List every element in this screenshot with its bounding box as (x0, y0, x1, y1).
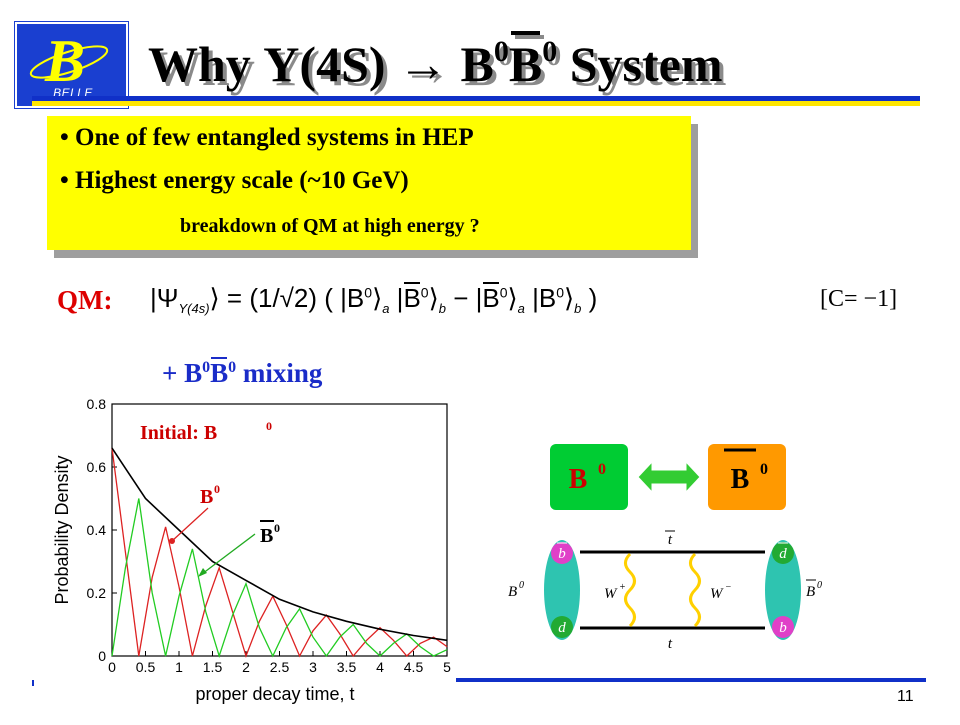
x-tick-label: 1 (175, 659, 183, 675)
bullet-entangled: • One of few entangled systems in HEP (60, 124, 474, 151)
bullet-energy-scale: • Highest energy scale (~10 GeV) (60, 167, 409, 194)
b0bar-curve-label-sup: 0 (274, 521, 280, 535)
x-tick-label: 0.5 (136, 659, 156, 675)
x-axis-label: proper decay time, t (195, 684, 354, 704)
qm-equation: |ΨΥ(4s)⟩ = (1/√2) ( |B0⟩a |B0⟩b − |B0⟩a … (150, 282, 598, 317)
title-rule-accent (32, 101, 920, 106)
b0-pointer-dot (169, 538, 175, 544)
quark-label-b-left: b (558, 546, 566, 562)
bullet-note: breakdown of QM at high energy ? (180, 215, 480, 237)
w-minus-label: W (710, 586, 724, 602)
oscillation-chart: 0 0.5 1 1.5 2 2.5 3 3.5 4 4.5 5 0 0.2 0.4 0.6 0.8 proper… (40, 386, 460, 720)
quark-label-d-left: d (558, 620, 566, 636)
title-rule (32, 96, 920, 101)
slide-title: Why Υ(4S) → B0B0 System Why Υ(4S) → B0B0… (130, 31, 930, 104)
right-meson-label: B (806, 584, 815, 600)
b0-box-sup: 0 (598, 461, 606, 478)
series-line-b0 (111, 448, 448, 658)
title-text: Why Υ(4S) → B0B0 System (148, 31, 723, 92)
qm-label: QM: (57, 285, 113, 315)
series-line-b0bar (111, 498, 448, 659)
chart-annotation: Initial: B (140, 422, 217, 444)
x-tick-label: 3.5 (337, 659, 357, 675)
footer-tick (32, 680, 34, 686)
belle-logo-graphic: B (29, 28, 109, 94)
y-tick-label: 0.8 (87, 396, 107, 412)
quark-d-left (551, 616, 573, 638)
plot-frame (111, 403, 448, 657)
box-diagram: B 0 B 0 b d d b B 0 B 0 (490, 430, 890, 660)
x-tick-label: 0 (108, 659, 116, 675)
left-meson-blob (544, 540, 580, 640)
quark-b-right (772, 616, 794, 638)
svg-text:0: 0 (817, 580, 822, 591)
svg-text:−: − (725, 582, 732, 593)
w-plus-label: W (604, 586, 618, 602)
bottom-quark-label: t (668, 636, 673, 652)
title-shadow: Why Υ(4S) → B0B0 System (152, 35, 727, 96)
top-quark-label: t (668, 532, 673, 548)
quark-d-right (772, 542, 794, 564)
mixing-double-arrow (637, 460, 701, 494)
bullet-box (47, 116, 691, 250)
x-tick-label: 4 (376, 659, 384, 675)
w-minus-wiggle (689, 552, 701, 628)
right-meson-blob (765, 540, 801, 640)
x-tick-label: 2.5 (270, 659, 290, 675)
y-axis-label: Probability Density (52, 455, 72, 604)
quark-label-d-right: d (779, 546, 787, 562)
box-diagram-svg: B 0 B 0 b d d b B 0 B 0 (508, 444, 822, 652)
oscillation-chart-svg: 0 0.5 1 1.5 2 2.5 3 3.5 4 4.5 5 0 0.2 0.4 0.6 0.8 proper… (52, 396, 451, 704)
footer-rule (456, 678, 926, 682)
y-tick-label: 0.6 (87, 459, 107, 475)
left-meson-label: B (508, 584, 517, 600)
b0bar-box-label: B (731, 464, 750, 495)
b0-curve-label: B (200, 486, 213, 508)
logo-letter: B (44, 28, 85, 94)
series-line-envelope (111, 447, 448, 642)
b0bar-curve-label: B (260, 525, 273, 547)
x-tick-label: 5 (443, 659, 451, 675)
b0-curve-label-sup: 0 (214, 482, 220, 496)
y-tick-label: 0.2 (87, 585, 107, 601)
y-tick-label: 0.4 (87, 522, 107, 538)
c-parity: [C= −1] (820, 286, 898, 312)
page-number: 11 (897, 688, 914, 705)
b0bar-pointer (201, 533, 256, 575)
x-tick-label: 4.5 (404, 659, 424, 675)
quark-b-left (551, 542, 573, 564)
x-tick-label: 1.5 (203, 659, 223, 675)
b0-pointer (171, 507, 209, 542)
x-tick-label: 3 (309, 659, 317, 675)
b0bar-pointer-head (198, 568, 207, 577)
svg-text:0: 0 (519, 580, 524, 591)
chart-annotation-sup: 0 (266, 419, 272, 433)
b0-box (550, 444, 628, 510)
mixing-label: + B0B0 mixing (162, 357, 323, 388)
b0bar-box (708, 444, 786, 510)
b0-box-label: B (569, 464, 588, 495)
quark-label-b-right: b (779, 620, 787, 636)
w-plus-wiggle (624, 552, 636, 628)
y-tick-label: 0 (98, 648, 106, 664)
svg-text:+: + (619, 582, 626, 593)
x-tick-label: 2 (242, 659, 250, 675)
b0bar-box-sup: 0 (760, 461, 768, 478)
